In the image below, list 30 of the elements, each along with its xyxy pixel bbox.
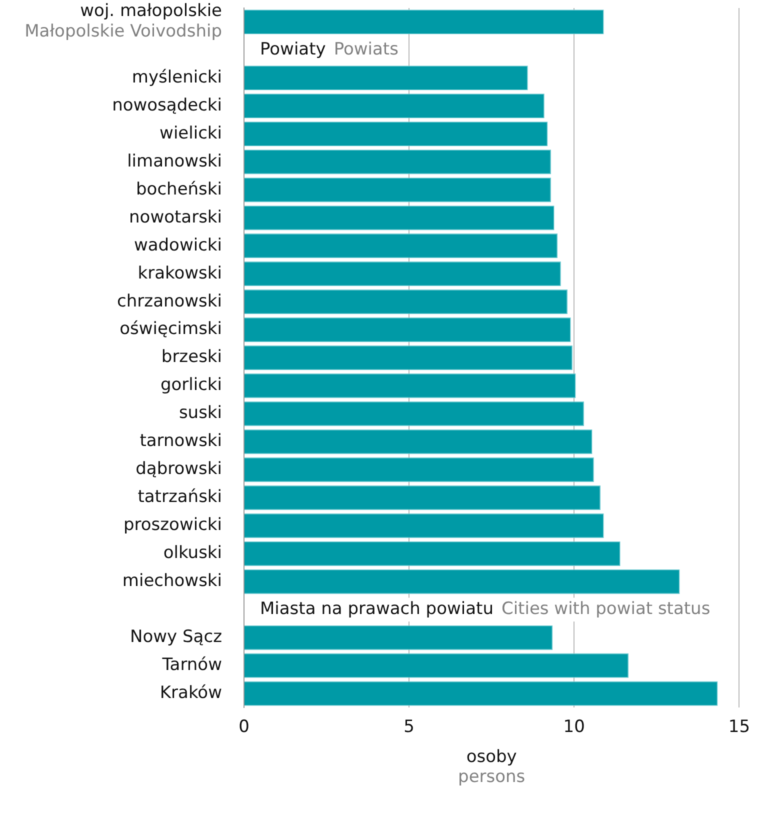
x-tick-label: 0 <box>238 717 250 738</box>
y-tick-label: gorlicki <box>160 375 222 396</box>
y-tick-label: bocheński <box>136 179 222 200</box>
x-tick-label: 10 <box>563 717 585 738</box>
y-tick-label: woj. małopolskie Małopolskie Voivodship <box>24 1 222 42</box>
y-tick-label: chrzanowski <box>117 291 222 312</box>
y-tick-label: wielicki <box>160 123 222 144</box>
y-tick-label: Nowy Sącz <box>130 627 222 648</box>
x-tick-label: 15 <box>728 717 750 738</box>
y-tick-label: olkuski <box>163 543 222 564</box>
annotation: Powiaty Powiats <box>260 39 399 60</box>
y-tick-label: wadowicki <box>134 235 222 256</box>
y-tick-label: oświęcimski <box>120 319 222 340</box>
y-tick-label: tatrzański <box>138 487 222 508</box>
y-tick-label: proszowicki <box>123 515 222 536</box>
y-tick-label: Tarnów <box>161 655 222 676</box>
y-tick-label: myślenicki <box>132 67 222 88</box>
y-tick-label: dąbrowski <box>136 459 222 480</box>
y-tick-label: miechowski <box>122 571 222 592</box>
y-tick-label: nowotarski <box>129 207 222 228</box>
y-tick-label: suski <box>178 403 222 424</box>
annotation: Miasta na prawach powiatu Cities with powiat status <box>260 599 710 620</box>
y-tick-label: brzeski <box>161 347 222 368</box>
y-tick-label: Kraków <box>160 683 222 704</box>
y-tick-label: tarnowski <box>140 431 222 452</box>
y-tick-label: limanowski <box>127 151 222 172</box>
y-tick-label: krakowski <box>138 263 222 284</box>
x-tick-label: 5 <box>404 717 414 738</box>
y-tick-label: nowosądecki <box>112 95 222 116</box>
x-axis-title: osoby persons <box>458 746 526 788</box>
